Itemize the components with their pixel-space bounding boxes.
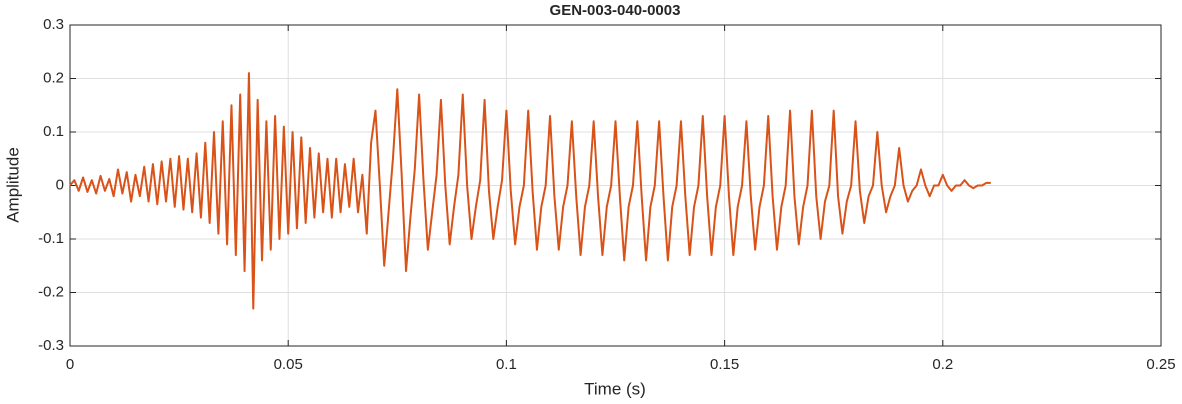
y-tick-label: -0.3 <box>38 337 64 354</box>
y-axis-label: Amplitude <box>3 147 22 223</box>
y-tick-label: 0.3 <box>43 16 64 33</box>
x-tick-label: 0.15 <box>710 356 739 373</box>
y-tick-label: -0.2 <box>38 283 64 300</box>
y-tick-label: 0.1 <box>43 123 64 140</box>
y-tick-label: 0 <box>56 176 64 193</box>
x-axis-label: Time (s) <box>584 379 646 398</box>
chart-title: GEN-003-040-0003 <box>550 2 681 19</box>
waveform-line <box>69 72 991 310</box>
x-tick-label: 0.25 <box>1146 356 1175 373</box>
x-tick-label: 0.05 <box>274 356 303 373</box>
y-tick-label: -0.1 <box>38 230 64 247</box>
x-tick-label: 0.2 <box>932 356 953 373</box>
y-tick-label: 0.2 <box>43 69 64 86</box>
x-tick-label: 0 <box>66 356 74 373</box>
x-tick-label: 0.1 <box>496 356 517 373</box>
